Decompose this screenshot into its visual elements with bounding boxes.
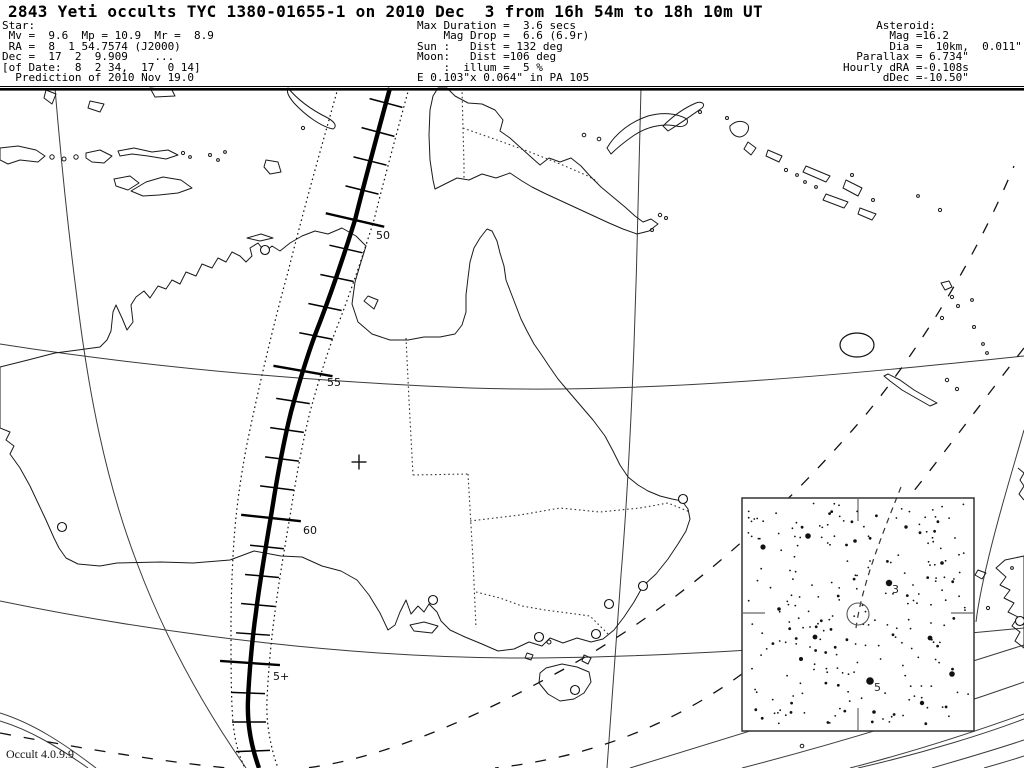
svg-text:60: 60 xyxy=(303,524,317,537)
moon-position-ellipse xyxy=(839,332,875,358)
occultation-path xyxy=(219,87,410,768)
coastlines xyxy=(0,87,1024,702)
small-island-dots xyxy=(49,110,1014,749)
svg-text:50: 50 xyxy=(376,229,390,242)
reference-star xyxy=(885,579,893,587)
star-motion-trajectory xyxy=(855,486,902,629)
plus-marker xyxy=(351,454,367,470)
star-details-block: Star: Mv = 9.6 Mp = 10.9 Mr = 8.9 RA = 8… xyxy=(2,19,214,85)
reference-star-label: 3 xyxy=(892,583,899,596)
app-version-label: Occult 4.0.9.9 xyxy=(6,747,74,761)
reference-star-label: 5 xyxy=(874,681,881,694)
city-markers xyxy=(56,244,1024,696)
path-time-labels: 50 55 60 5+ xyxy=(273,229,390,683)
star-chart-inset: 35 xyxy=(741,486,975,732)
reference-star xyxy=(866,677,874,685)
page-title: 2843 Yeti occults TYC 1380-01655-1 on 20… xyxy=(8,2,763,21)
event-details-block: Max Duration = 3.6 secs Mag Drop = 6.6 (… xyxy=(417,19,590,85)
map-top-frame xyxy=(0,86,1024,91)
asteroid-details-block: Asteroid: Mag =16.2 Dia = 10km, 0.011" P… xyxy=(843,19,1022,85)
svg-text:5+: 5+ xyxy=(273,670,289,683)
state-border-lines xyxy=(405,87,691,635)
svg-text:55: 55 xyxy=(327,376,341,389)
target-star-circle xyxy=(846,602,870,626)
